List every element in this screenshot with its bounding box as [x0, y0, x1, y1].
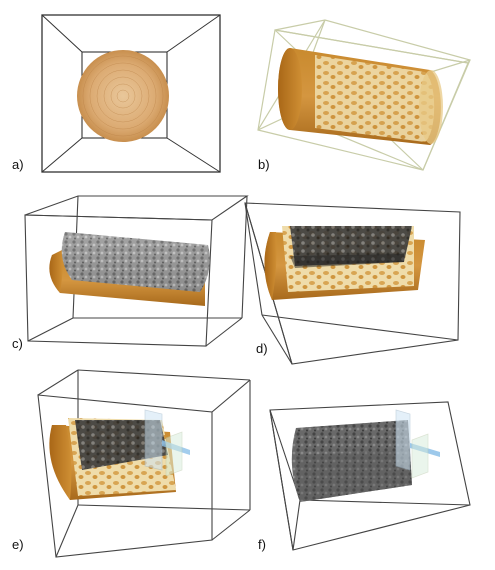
panel-label-d: d)	[256, 341, 268, 356]
panel-e	[37, 369, 251, 558]
panel-d	[244, 202, 461, 365]
panel-label-b: b)	[258, 157, 270, 172]
panel-c	[24, 195, 249, 347]
slice-planes-f	[395, 409, 440, 479]
panel-a	[41, 14, 221, 173]
panel-b	[257, 19, 471, 171]
slice-planes-e	[144, 409, 190, 477]
panel-label-a: a)	[12, 157, 24, 172]
panel-label-c: c)	[12, 336, 23, 351]
panel-f	[269, 401, 471, 551]
panel-label-e: e)	[12, 537, 24, 552]
panel-label-f: f)	[258, 537, 266, 552]
cylinder-disc	[77, 50, 169, 142]
